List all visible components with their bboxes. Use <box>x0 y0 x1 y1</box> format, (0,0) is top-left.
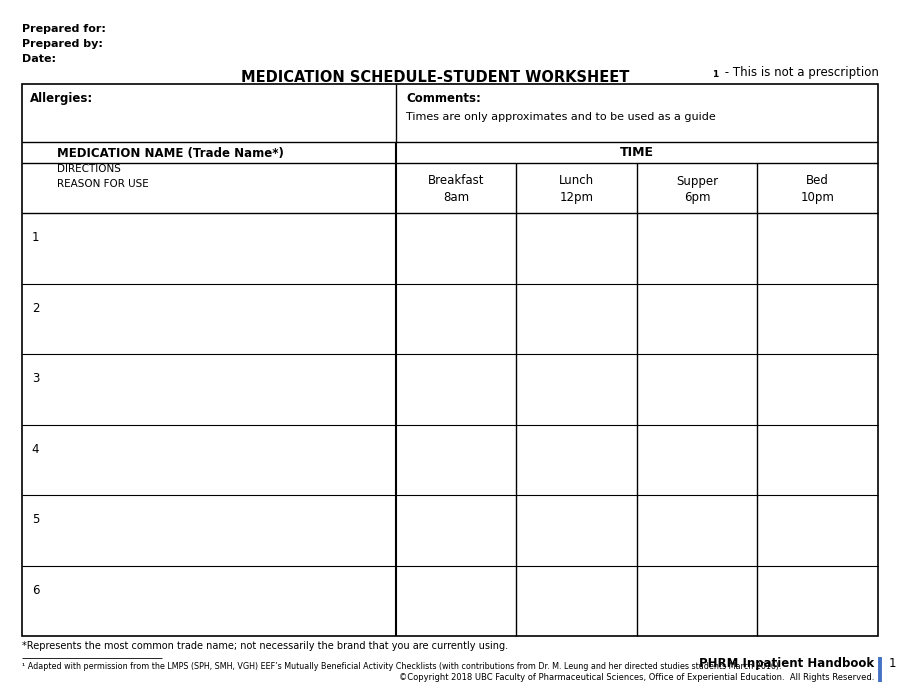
Text: Supper: Supper <box>676 175 718 187</box>
Text: MEDICATION NAME (Trade Name*): MEDICATION NAME (Trade Name*) <box>57 147 284 160</box>
Text: PHRM Inpatient Handbook: PHRM Inpatient Handbook <box>699 657 874 670</box>
Text: Times are only approximates and to be used as a guide: Times are only approximates and to be us… <box>406 112 716 122</box>
Text: 12pm: 12pm <box>560 191 594 205</box>
Text: Comments:: Comments: <box>406 92 481 105</box>
Text: 10pm: 10pm <box>801 191 834 205</box>
Text: MEDICATION SCHEDULE-STUDENT WORKSHEET: MEDICATION SCHEDULE-STUDENT WORKSHEET <box>241 70 629 85</box>
Text: Allergies:: Allergies: <box>30 92 94 105</box>
Bar <box>22 84 878 636</box>
Text: Prepared for:: Prepared for: <box>22 24 106 34</box>
Text: 1: 1 <box>889 657 896 670</box>
Text: 3: 3 <box>32 372 40 385</box>
Text: 6: 6 <box>32 584 40 596</box>
Text: 1: 1 <box>712 70 718 79</box>
Text: - This is not a prescription: - This is not a prescription <box>721 66 879 79</box>
Text: Prepared by:: Prepared by: <box>22 39 103 49</box>
Text: *Represents the most common trade name; not necessarily the brand that you are c: *Represents the most common trade name; … <box>22 641 508 651</box>
Text: TIME: TIME <box>620 146 654 159</box>
Text: 1: 1 <box>32 231 40 244</box>
Text: ¹ Adapted with permission from the LMPS (SPH, SMH, VGH) EEF’s Mutually Beneficia: ¹ Adapted with permission from the LMPS … <box>22 662 781 671</box>
Text: Lunch: Lunch <box>559 175 594 187</box>
Text: ©Copyright 2018 UBC Faculty of Pharmaceutical Sciences, Office of Experiential E: ©Copyright 2018 UBC Faculty of Pharmaceu… <box>399 673 874 682</box>
Text: Date:: Date: <box>22 54 56 64</box>
Text: 8am: 8am <box>443 191 469 205</box>
Text: 6pm: 6pm <box>684 191 710 205</box>
Text: Bed: Bed <box>806 175 829 187</box>
Text: Breakfast: Breakfast <box>428 175 484 187</box>
Text: REASON FOR USE: REASON FOR USE <box>57 179 148 189</box>
Text: DIRECTIONS: DIRECTIONS <box>57 164 121 174</box>
Text: 5: 5 <box>32 513 40 526</box>
Text: 2: 2 <box>32 301 40 315</box>
Text: 4: 4 <box>32 443 40 456</box>
